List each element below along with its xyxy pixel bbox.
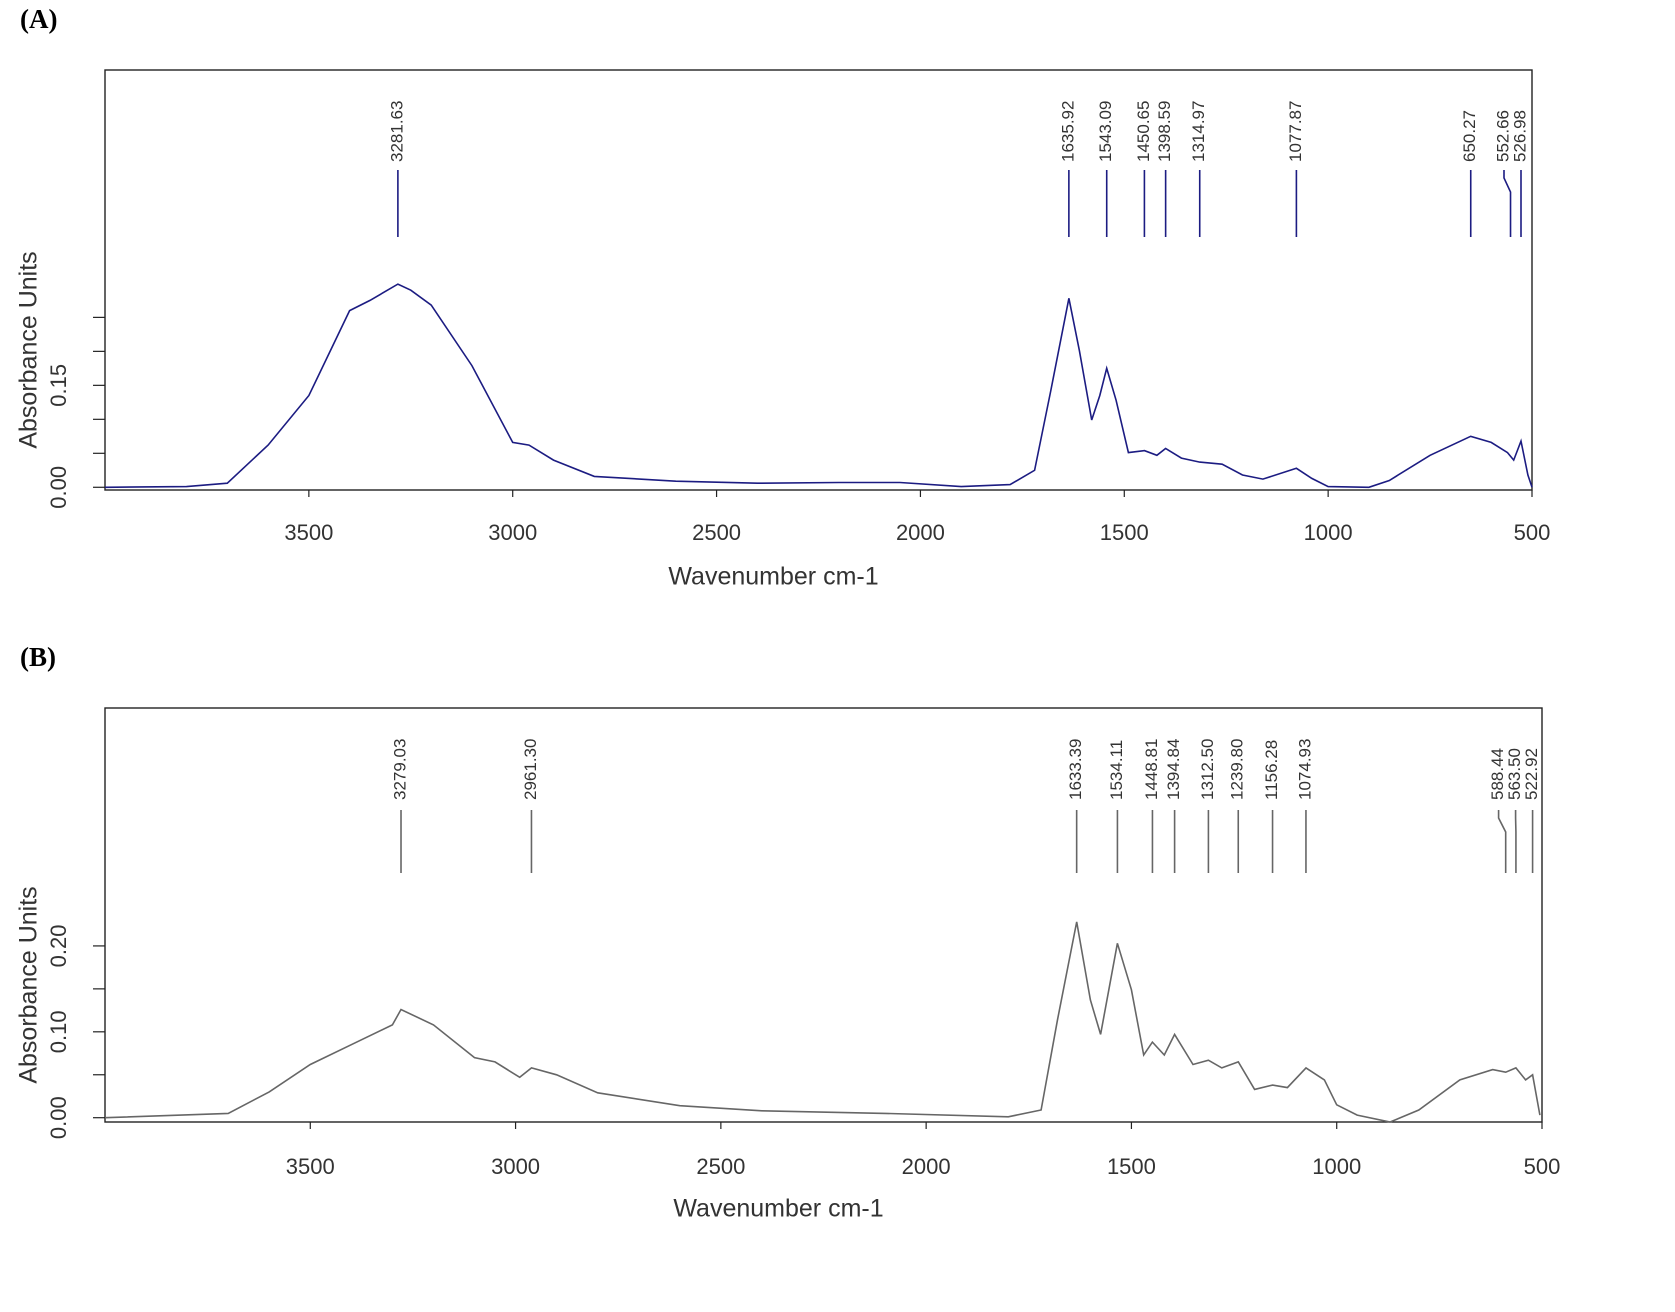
x-tick-label: 500 xyxy=(1524,1154,1561,1179)
peak-label: 526.98 xyxy=(1510,110,1529,162)
panel-label: (B) xyxy=(20,642,56,672)
peak-label: 1635.92 xyxy=(1058,101,1077,162)
x-tick-label: 2500 xyxy=(696,1154,745,1179)
peak-label: 1239.80 xyxy=(1228,739,1247,800)
x-tick-label: 1500 xyxy=(1107,1154,1156,1179)
peak-label: 1394.84 xyxy=(1164,739,1183,800)
x-tick-label: 2000 xyxy=(896,520,945,545)
peak-marker xyxy=(1504,170,1511,237)
y-tick-label: 0.15 xyxy=(46,364,71,407)
x-tick-label: 3500 xyxy=(286,1154,335,1179)
x-tick-label: 1000 xyxy=(1304,520,1353,545)
peak-label: 2961.30 xyxy=(521,739,540,800)
peak-label: 1448.81 xyxy=(1142,739,1161,800)
peak-label: 650.27 xyxy=(1460,110,1479,162)
x-tick-label: 1000 xyxy=(1312,1154,1361,1179)
y-axis-label: Absorbance Units xyxy=(15,886,43,1083)
x-tick-label: 1500 xyxy=(1100,520,1149,545)
spectrum-line xyxy=(105,284,1532,487)
y-tick-label: 0.10 xyxy=(46,1010,71,1053)
x-axis-label: Wavenumber cm-1 xyxy=(673,1195,883,1223)
peak-label: 3281.63 xyxy=(387,101,406,162)
peak-label: 1450.65 xyxy=(1134,101,1153,162)
y-tick-label: 0.20 xyxy=(46,925,71,968)
x-tick-label: 500 xyxy=(1514,520,1551,545)
peak-marker xyxy=(1499,810,1506,873)
x-tick-label: 2000 xyxy=(902,1154,951,1179)
peak-label: 522.92 xyxy=(1522,748,1541,800)
peak-label: 1312.50 xyxy=(1198,739,1217,800)
y-tick-label: 0.00 xyxy=(46,466,71,509)
peak-label: 1077.87 xyxy=(1286,101,1305,162)
spectrum-line xyxy=(105,922,1540,1122)
peak-label: 1314.97 xyxy=(1189,101,1208,162)
peak-label: 1543.09 xyxy=(1096,101,1115,162)
y-axis-label: Absorbance Units xyxy=(15,251,43,448)
peak-label: 3279.03 xyxy=(390,739,409,800)
peak-label: 1534.11 xyxy=(1107,740,1126,800)
x-tick-label: 3000 xyxy=(491,1154,540,1179)
x-axis-label: Wavenumber cm-1 xyxy=(668,563,878,591)
peak-label: 1074.93 xyxy=(1295,739,1314,800)
x-tick-label: 3000 xyxy=(488,520,537,545)
peak-label: 1156.28 xyxy=(1262,740,1281,800)
plot-frame xyxy=(105,70,1532,490)
y-tick-label: 0.00 xyxy=(46,1096,71,1139)
x-tick-label: 2500 xyxy=(692,520,741,545)
panel-label: (A) xyxy=(20,4,57,34)
peak-label: 1633.39 xyxy=(1066,739,1085,800)
peak-label: 1398.59 xyxy=(1155,101,1174,162)
x-tick-label: 3500 xyxy=(284,520,333,545)
